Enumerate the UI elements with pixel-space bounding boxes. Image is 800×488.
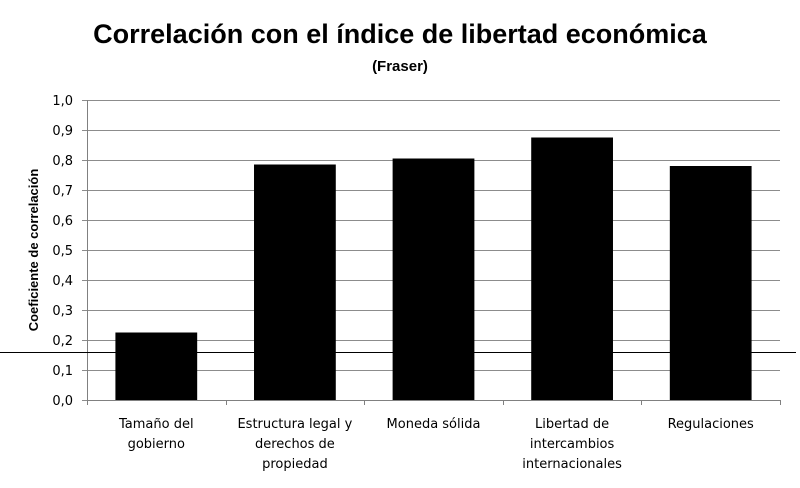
axes [0, 100, 796, 405]
y-tick-label: 0,4 [52, 274, 73, 289]
bar [531, 137, 613, 400]
x-tick-label: Tamaño del gobierno [118, 417, 194, 452]
chart-subtitle: (Fraser) [372, 58, 428, 75]
x-tick-label: Moneda sólida [387, 417, 481, 432]
y-tick-label: 0,6 [52, 214, 73, 229]
y-axis-label: Coeficiente de correlación [26, 169, 41, 332]
y-axis-ticks: 0,0 0,1 0,2 0,3 0,4 0,5 0,6 0,7 0,8 0,9 1,0 [52, 94, 73, 409]
chart-title: Correlación con el índice de libertad ec… [93, 19, 708, 49]
y-tick-label: 1,0 [52, 94, 73, 109]
x-tick-label: Libertad de intercambios internacionales [522, 417, 622, 472]
x-tick-label: Regulaciones [668, 417, 754, 432]
bar [669, 166, 752, 400]
bar [254, 164, 336, 400]
y-tick-label: 0,8 [52, 154, 73, 169]
bar [392, 158, 475, 400]
bar [115, 332, 198, 400]
y-tick-label: 0,3 [52, 304, 73, 319]
y-tick-label: 0,0 [52, 394, 73, 409]
y-tick-label: 0,1 [52, 364, 73, 379]
bars [115, 137, 752, 400]
y-tick-label: 0,5 [52, 244, 73, 259]
y-tick-label: 0,2 [52, 334, 73, 349]
y-tick-label: 0,9 [52, 124, 73, 139]
x-tick-label: Estructura legal y derechos de propiedad [237, 417, 352, 472]
x-axis-ticks: Tamaño del gobierno Estructura legal y dere… [118, 417, 754, 472]
y-tick-label: 0,7 [52, 184, 73, 199]
